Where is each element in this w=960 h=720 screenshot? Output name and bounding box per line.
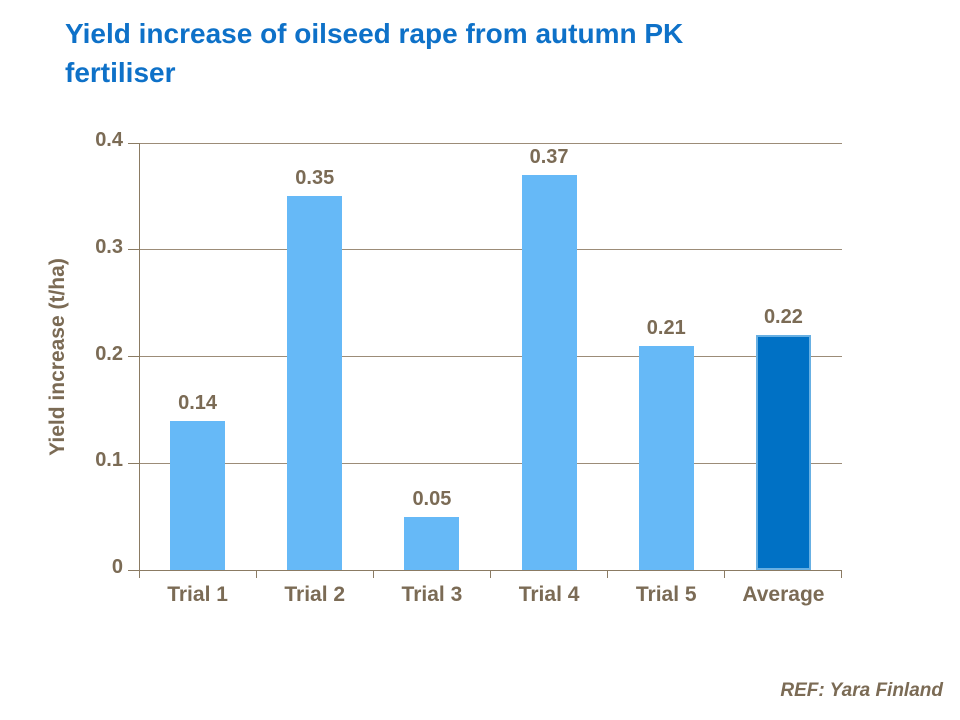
bar-value-label: 0.21 <box>646 317 686 339</box>
bar-value-label: 0.35 <box>295 167 335 189</box>
x-tick-mark <box>138 570 140 578</box>
y-tick-label: 0.3 <box>95 235 123 258</box>
gridline <box>139 462 842 464</box>
y-tick-mark <box>128 462 139 464</box>
y-tick-label: 0.4 <box>95 129 123 151</box>
chart-title: Yield increase of oilseed rape from autu… <box>65 18 684 88</box>
bar-trial-2 <box>287 196 343 570</box>
x-axis-label: Trial 5 <box>635 583 697 606</box>
y-tick-mark <box>128 249 139 251</box>
y-tick-mark <box>128 569 139 571</box>
plot-area: 0 0.1 0.2 0.3 0.4 0.14 Trial 1 0.35 Trial 2 0.05 T… <box>95 129 842 606</box>
gridline <box>139 356 842 357</box>
bar-value-label: 0.14 <box>178 392 218 414</box>
x-axis-label: Trial 4 <box>518 583 580 606</box>
y-tick-label: 0.1 <box>95 449 123 472</box>
bar-value-label: 0.22 <box>763 306 803 328</box>
x-tick-mark <box>255 570 257 578</box>
bar-trial-3 <box>404 517 460 570</box>
gridline <box>139 249 842 251</box>
bar-trial-5 <box>638 346 694 570</box>
x-axis-label: Trial 2 <box>284 583 346 606</box>
x-axis-label: Trial 1 <box>167 583 228 606</box>
x-tick-mark <box>490 570 491 578</box>
y-tick-label: 0.2 <box>95 342 123 365</box>
y-tick-label: 0 <box>111 556 123 578</box>
y-tick-mark <box>128 142 139 144</box>
bar-value-label: 0.37 <box>529 146 569 168</box>
x-tick-mark <box>840 570 842 578</box>
x-tick-mark <box>372 570 374 578</box>
y-axis-line <box>138 143 140 570</box>
bar-value-label: 0.05 <box>412 488 452 510</box>
x-axis-label: Average <box>742 583 825 606</box>
x-axis-label: Trial 3 <box>401 583 463 606</box>
y-tick-mark <box>128 356 139 357</box>
bar-trial-4 <box>521 175 577 570</box>
gridline <box>139 142 842 144</box>
bar-trial-1 <box>170 421 226 570</box>
bar-chart: Yield increase (t/ha) 0 0.1 0.2 0.3 0.4 0.14 T… <box>46 129 842 606</box>
x-tick-mark <box>724 570 726 578</box>
bar-average <box>755 335 811 570</box>
x-tick-mark <box>607 570 609 578</box>
reference-note: REF: Yara Finland <box>780 680 943 701</box>
